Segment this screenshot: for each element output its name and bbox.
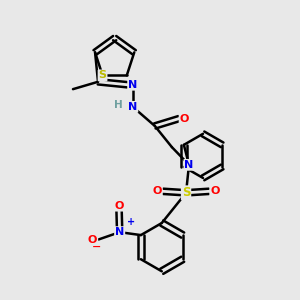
Text: S: S	[99, 70, 106, 80]
Text: S: S	[182, 186, 190, 199]
Text: +: +	[127, 217, 135, 227]
Text: N: N	[128, 80, 137, 90]
Text: −: −	[92, 242, 101, 252]
Text: N: N	[128, 102, 137, 112]
Text: N: N	[184, 160, 194, 170]
Text: O: O	[180, 114, 189, 124]
Text: O: O	[88, 235, 97, 244]
Text: H: H	[114, 100, 123, 110]
Text: N: N	[115, 227, 124, 237]
Text: O: O	[114, 201, 124, 211]
Text: O: O	[210, 186, 220, 196]
Text: O: O	[152, 186, 162, 196]
